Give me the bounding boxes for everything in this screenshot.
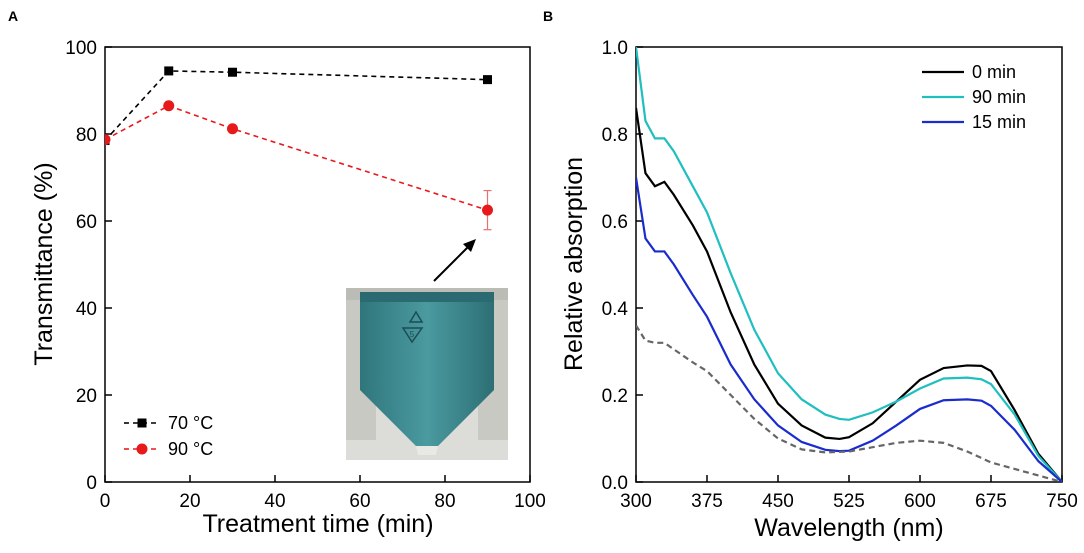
panel-b: 300 375 450 525 600 675 750 0.0 0.2 0.4 0.6 0.8 1.0 0…: [602, 38, 1078, 512]
panel-b-xlabel: Wavelength (nm): [754, 514, 943, 542]
y-tick-label: 80: [76, 125, 97, 146]
series-line-0: [105, 70, 488, 142]
legend-marker: [137, 418, 147, 428]
y-tick-label: 0.6: [602, 212, 628, 233]
x-tick-label: 525: [833, 491, 865, 512]
legend-label: 0 min: [972, 62, 1016, 82]
legend-label: 90 °C: [168, 439, 213, 459]
x-tick-label: 300: [620, 491, 652, 512]
y-tick-label: 0.0: [602, 473, 628, 494]
data-point: [483, 75, 492, 85]
data-point: [163, 100, 175, 112]
panel-b-label: B: [543, 8, 553, 24]
svg-text:5: 5: [410, 330, 415, 339]
y-tick-label: 0.2: [602, 386, 628, 407]
panel-b-ylabel: Relative absorption: [560, 157, 588, 371]
legend-marker: [136, 443, 148, 455]
series-line-2: [636, 177, 1062, 482]
series-line-1: [105, 104, 488, 211]
plot-area: [636, 47, 1062, 482]
legend-label: 70 °C: [168, 413, 213, 433]
x-tick-label: 600: [904, 491, 936, 512]
x-tick-label: 40: [264, 491, 285, 512]
data-point: [105, 134, 111, 146]
panel-a: 0 20 40 60 80 100 0 20 40 60 80 100 70 °C 90 °C: [65, 38, 546, 512]
data-point: [482, 204, 493, 216]
panel-a-xlabel: Treatment time (min): [202, 510, 433, 538]
x-tick-label: 80: [434, 491, 455, 512]
x-tick-label: 375: [691, 491, 723, 512]
x-tick-label: 675: [975, 491, 1007, 512]
panel-a-ylabel: Transmittance (%): [30, 162, 58, 365]
y-tick-label: 20: [76, 386, 97, 407]
series-line-3: [636, 324, 1062, 482]
inset-photo: 5: [346, 288, 508, 460]
series-line-1: [636, 47, 1062, 482]
legend-label: 15 min: [972, 112, 1026, 132]
y-tick-label: 60: [76, 212, 97, 233]
y-tick-label: 1.0: [602, 38, 628, 59]
legend-label: 90 min: [972, 87, 1026, 107]
x-tick-label: 0: [100, 491, 111, 512]
x-tick-label: 100: [514, 491, 546, 512]
series-line-0: [636, 107, 1062, 482]
data-point: [228, 67, 237, 77]
y-tick-label: 0.4: [602, 299, 629, 320]
x-tick-label: 60: [349, 491, 370, 512]
y-tick-label: 100: [65, 38, 97, 59]
y-tick-label: 0: [86, 473, 97, 494]
y-tick-label: 0.8: [602, 125, 628, 146]
panel-a-label: A: [8, 8, 18, 24]
plot-area: [105, 66, 493, 231]
inset-arrow: [433, 239, 476, 282]
data-point: [227, 123, 238, 135]
x-tick-label: 450: [762, 491, 794, 512]
x-tick-label: 20: [179, 491, 200, 512]
plot-frame: [104, 46, 531, 483]
data-point: [164, 66, 174, 76]
y-tick-label: 40: [76, 299, 97, 320]
x-tick-label: 750: [1046, 491, 1078, 512]
